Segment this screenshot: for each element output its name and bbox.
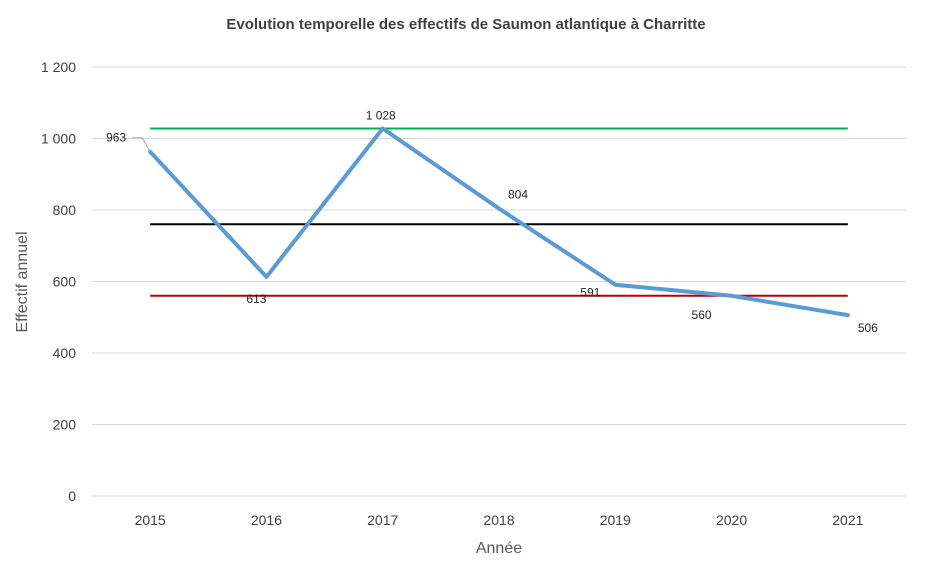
- reference-lines: [150, 127, 848, 297]
- series: [148, 126, 850, 318]
- y-tick-label: 1 200: [41, 59, 76, 75]
- x-axis-label: Année: [476, 540, 522, 557]
- y-tick-label: 1 000: [41, 131, 76, 147]
- x-tick-label: 2018: [483, 512, 514, 528]
- data-label: 1 028: [366, 108, 396, 122]
- gridlines: [92, 66, 906, 497]
- x-tick-label: 2016: [251, 512, 282, 528]
- data-label: 613: [246, 292, 266, 306]
- y-tick-label: 0: [68, 488, 76, 504]
- y-axis-label: Effectif annuel: [14, 231, 31, 332]
- x-tick-label: 2021: [832, 512, 863, 528]
- data-labels: 963 613 1 028 804 591 560 506: [106, 108, 878, 335]
- x-tick-label: 2015: [135, 512, 166, 528]
- x-tick-label: 2020: [716, 512, 747, 528]
- data-label: 963: [106, 131, 126, 145]
- y-tick-label: 800: [53, 202, 77, 218]
- chart-title: Evolution temporelle des effectifs de Sa…: [226, 16, 705, 33]
- y-tick-label: 400: [53, 345, 77, 361]
- data-label: 506: [858, 321, 878, 335]
- y-tick-label: 200: [53, 417, 77, 433]
- leader-line: [132, 137, 151, 152]
- data-label: 804: [508, 188, 528, 202]
- y-tick-labels: 0 200 400 600 800 1 000 1 200: [41, 59, 76, 504]
- series-line: [148, 126, 850, 318]
- data-label: 591: [580, 286, 600, 300]
- y-tick-label: 600: [53, 274, 77, 290]
- x-tick-label: 2017: [367, 512, 398, 528]
- x-tick-label: 2019: [600, 512, 631, 528]
- x-tick-labels: 2015 2016 2017 2018 2019 2020 2021: [135, 512, 864, 528]
- data-label: 560: [692, 308, 712, 322]
